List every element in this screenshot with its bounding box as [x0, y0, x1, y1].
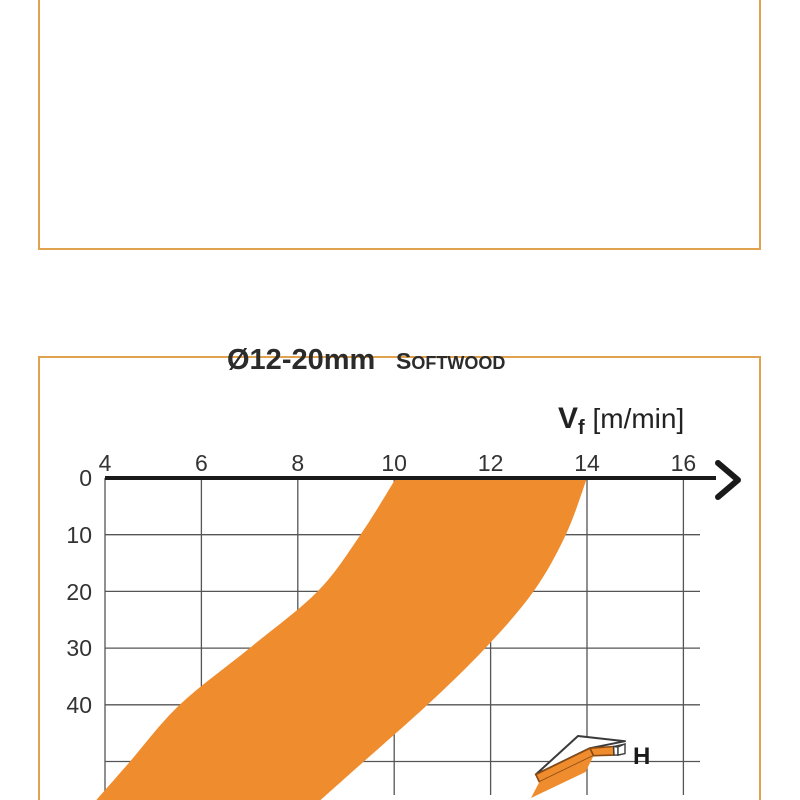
svg-text:8: 8	[291, 450, 304, 476]
svg-text:Vf [m/min]: Vf [m/min]	[558, 402, 684, 439]
svg-text:30: 30	[66, 635, 92, 661]
svg-text:16: 16	[671, 450, 697, 476]
svg-text:4: 4	[99, 450, 112, 476]
svg-text:H: H	[633, 743, 650, 770]
svg-text:20: 20	[66, 579, 92, 605]
svg-text:10: 10	[66, 522, 92, 548]
svg-text:14: 14	[574, 450, 600, 476]
svg-text:SOFTWOOD: SOFTWOOD	[396, 348, 505, 374]
svg-text:12: 12	[478, 450, 504, 476]
svg-text:Ø12-20mm: Ø12-20mm	[227, 344, 375, 376]
svg-text:40: 40	[66, 692, 92, 718]
svg-text:6: 6	[195, 450, 208, 476]
svg-text:10: 10	[381, 450, 407, 476]
svg-text:0: 0	[79, 465, 92, 491]
